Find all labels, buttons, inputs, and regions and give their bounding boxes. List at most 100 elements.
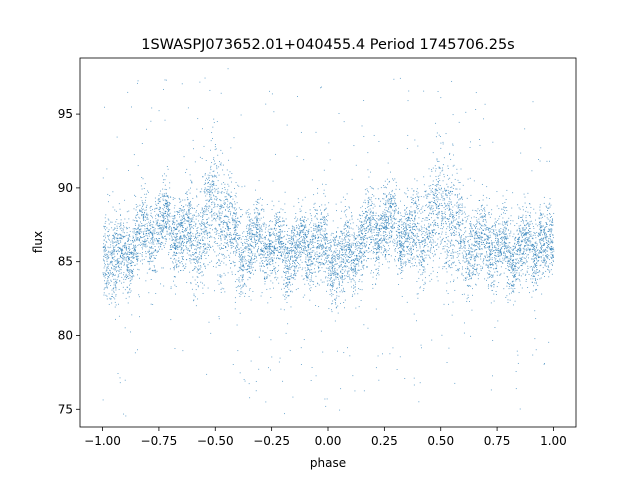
data-point xyxy=(513,285,515,287)
data-point xyxy=(197,235,199,236)
data-point xyxy=(358,228,360,230)
data-point xyxy=(186,247,188,249)
data-point xyxy=(534,242,536,244)
data-point xyxy=(121,249,123,251)
data-point xyxy=(446,243,448,245)
data-point xyxy=(514,262,516,264)
data-point xyxy=(493,300,495,302)
data-point xyxy=(165,214,167,216)
data-point xyxy=(348,256,350,258)
data-point xyxy=(366,260,367,262)
data-point xyxy=(175,243,177,245)
data-point xyxy=(502,259,504,261)
data-point xyxy=(333,236,335,238)
data-point xyxy=(414,217,416,219)
data-point xyxy=(122,254,124,256)
data-point xyxy=(360,250,362,252)
data-point xyxy=(522,220,524,221)
data-point xyxy=(127,239,129,241)
data-point xyxy=(278,257,280,259)
data-point xyxy=(258,224,260,226)
data-point xyxy=(103,251,105,253)
data-point xyxy=(551,224,553,226)
data-point xyxy=(279,216,281,218)
data-point xyxy=(446,228,448,230)
data-point xyxy=(457,251,459,252)
data-point xyxy=(202,224,204,226)
data-point xyxy=(476,237,478,239)
data-point xyxy=(544,234,546,236)
data-point xyxy=(224,202,226,204)
data-point xyxy=(207,182,209,184)
data-point xyxy=(494,252,496,254)
data-point xyxy=(541,244,543,246)
data-point xyxy=(335,239,336,241)
data-point xyxy=(131,106,132,108)
data-point xyxy=(540,239,542,241)
data-point xyxy=(222,206,224,208)
data-point xyxy=(337,253,339,255)
data-point xyxy=(311,218,313,220)
data-point xyxy=(423,259,425,261)
data-point xyxy=(414,265,415,266)
data-point xyxy=(536,269,538,271)
data-point xyxy=(124,251,126,253)
data-point xyxy=(378,232,380,234)
data-point xyxy=(122,235,124,237)
data-point xyxy=(310,255,312,257)
data-point xyxy=(493,245,495,247)
data-point xyxy=(184,229,186,231)
data-point xyxy=(167,222,169,224)
data-point xyxy=(217,280,219,282)
data-point xyxy=(374,245,376,247)
data-point xyxy=(391,226,393,228)
data-point xyxy=(174,348,176,350)
data-point xyxy=(189,174,191,176)
data-point xyxy=(495,267,497,269)
data-point xyxy=(378,218,380,220)
data-point xyxy=(327,263,329,265)
data-point xyxy=(365,235,367,236)
data-point xyxy=(158,202,160,204)
data-point xyxy=(471,235,473,237)
data-point xyxy=(427,193,429,195)
data-point xyxy=(361,274,363,276)
data-point xyxy=(504,239,506,241)
data-point xyxy=(505,257,507,259)
data-point xyxy=(517,233,519,235)
data-point xyxy=(291,256,293,258)
data-point xyxy=(191,259,193,261)
data-point xyxy=(163,88,164,90)
data-point xyxy=(355,249,357,250)
data-point xyxy=(313,203,315,205)
data-point xyxy=(271,93,273,95)
data-point xyxy=(293,205,295,207)
data-point xyxy=(491,209,493,211)
data-point xyxy=(526,254,528,256)
data-point xyxy=(344,221,346,223)
data-point xyxy=(334,273,336,275)
data-point xyxy=(502,203,504,204)
data-point xyxy=(380,239,382,241)
data-point xyxy=(446,250,448,252)
data-point xyxy=(523,262,525,264)
data-point xyxy=(341,249,343,250)
data-point xyxy=(277,239,279,241)
data-point xyxy=(174,239,176,241)
data-point xyxy=(176,219,178,221)
data-point xyxy=(226,221,228,223)
data-point xyxy=(355,269,356,271)
data-point xyxy=(399,218,401,220)
data-point xyxy=(401,259,403,260)
data-point xyxy=(181,83,183,85)
data-point xyxy=(271,228,273,230)
data-point xyxy=(507,237,509,239)
data-point xyxy=(196,256,198,258)
data-point xyxy=(378,256,379,258)
data-point xyxy=(512,275,514,277)
data-point xyxy=(176,245,178,247)
data-point xyxy=(104,257,106,258)
data-point xyxy=(200,255,202,257)
data-point xyxy=(535,266,536,267)
data-point xyxy=(549,213,551,215)
